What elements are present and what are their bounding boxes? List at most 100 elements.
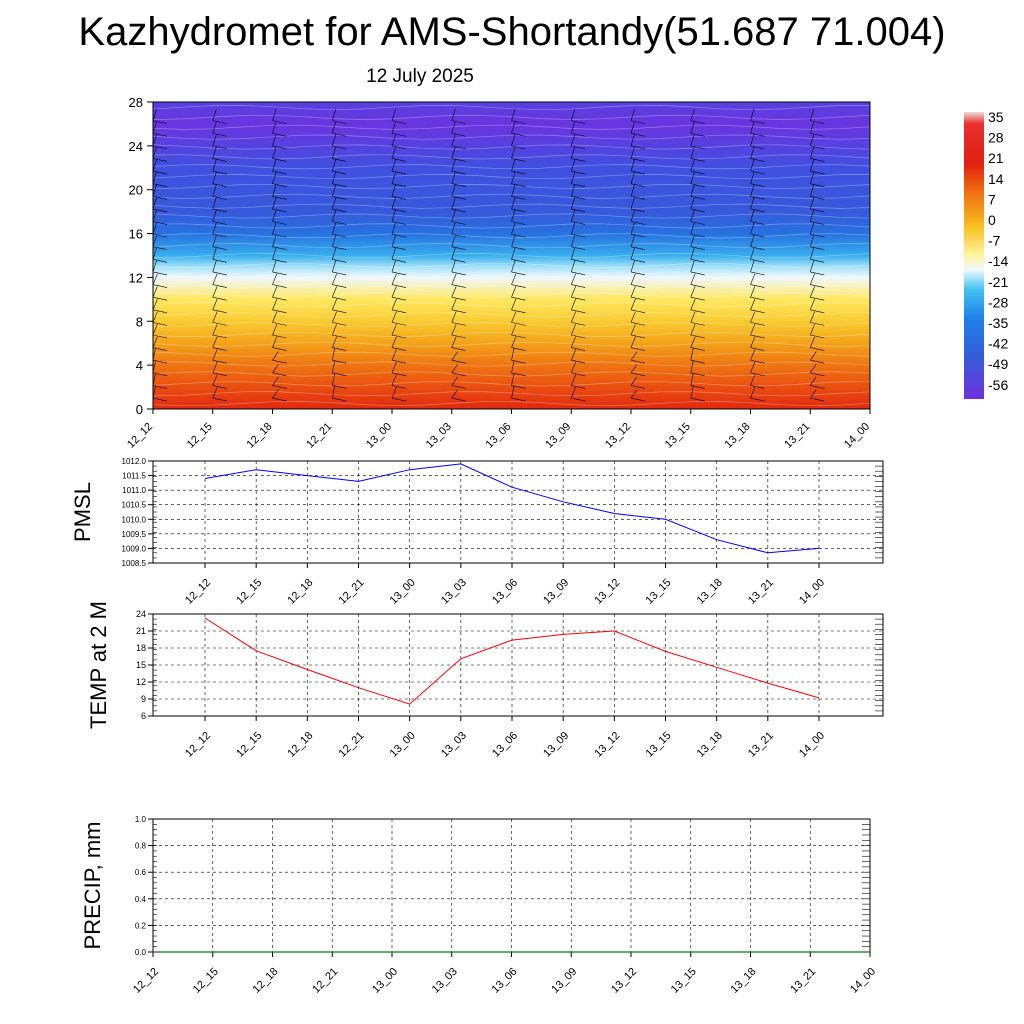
wind-barb bbox=[153, 184, 157, 197]
wind-barb-flag bbox=[869, 372, 870, 374]
wind-barb bbox=[331, 222, 337, 235]
wind-barb bbox=[511, 247, 516, 260]
x-tick-label: 13_06 bbox=[490, 577, 520, 607]
wind-barb-flag bbox=[153, 284, 168, 288]
colorbar: 35 28 21 14 7 0 -7 -14 -21 -28 -35 -42 -49 -56 bbox=[964, 109, 1008, 399]
wind-barb-flag bbox=[690, 233, 705, 238]
wind-barb bbox=[511, 286, 517, 298]
wind-barb-flag bbox=[391, 397, 407, 402]
y-tick-label: 1012.0 bbox=[122, 457, 147, 466]
wind-barb-flag bbox=[153, 259, 168, 263]
wind-barb bbox=[750, 121, 755, 134]
wind-barb-flag bbox=[332, 233, 347, 238]
wind-barb bbox=[272, 184, 277, 197]
wind-barb bbox=[750, 222, 755, 235]
wind-barb bbox=[690, 171, 695, 184]
wind-barb-flag bbox=[451, 296, 466, 301]
wind-barb bbox=[212, 247, 217, 260]
wind-barb bbox=[869, 207, 870, 209]
y-tick-label: 16 bbox=[129, 227, 143, 242]
wind-barb-flag bbox=[451, 246, 466, 251]
wind-barb-flag bbox=[810, 372, 825, 377]
wind-barb-flag bbox=[511, 372, 526, 377]
wind-barb-flag bbox=[511, 296, 526, 301]
y-tick-label: 4 bbox=[136, 358, 143, 373]
y-tick-label: 15 bbox=[136, 660, 146, 670]
wind-barb-flag bbox=[690, 170, 705, 175]
wind-barb bbox=[451, 298, 457, 310]
wind-barb-flag bbox=[571, 309, 586, 314]
wind-barb-flag bbox=[750, 120, 765, 124]
y-tick-label: 18 bbox=[136, 643, 146, 653]
y-tick-label: 1008.5 bbox=[122, 559, 147, 568]
wind-barb bbox=[153, 159, 157, 172]
wind-barb bbox=[153, 197, 157, 209]
wind-barb-flag bbox=[690, 208, 705, 213]
y-tick-label: 20 bbox=[129, 183, 143, 198]
wind-barb-flag bbox=[391, 359, 407, 364]
wind-barb bbox=[690, 286, 696, 298]
y-axis-label: PRECIP, mm bbox=[80, 822, 105, 950]
wind-barb-flag bbox=[630, 284, 646, 288]
wind-barb bbox=[153, 247, 157, 260]
wind-barb-flag bbox=[571, 132, 586, 137]
wind-barb-flag bbox=[810, 385, 825, 389]
wind-barb bbox=[212, 171, 217, 184]
wind-barb bbox=[391, 159, 396, 172]
wind-barb-flag bbox=[690, 195, 705, 200]
wind-barb-flag bbox=[750, 359, 765, 364]
wind-barb bbox=[451, 234, 456, 247]
wind-barb bbox=[570, 247, 576, 260]
wind-barb bbox=[331, 108, 337, 121]
wind-barb bbox=[272, 298, 278, 310]
wind-barb-flag bbox=[571, 372, 586, 377]
x-tick-label: 14_00 bbox=[848, 966, 878, 996]
colorbar-label: 35 bbox=[988, 109, 1004, 125]
wind-barb-flag bbox=[391, 233, 407, 238]
wind-barb bbox=[869, 270, 870, 272]
wind-barb bbox=[451, 134, 456, 146]
wind-barb bbox=[630, 376, 638, 386]
x-tick-label: 13_00 bbox=[370, 966, 400, 996]
x-tick-label: 13_18 bbox=[723, 421, 753, 451]
wind-barb bbox=[511, 372, 515, 386]
x-tick-label: 13_15 bbox=[669, 966, 699, 996]
x-tick-label: 12_21 bbox=[337, 730, 367, 760]
wind-barb bbox=[272, 222, 277, 235]
wind-barb-flag bbox=[571, 183, 586, 187]
wind-barb bbox=[212, 361, 218, 373]
wind-barb bbox=[391, 197, 396, 209]
wind-barb bbox=[511, 146, 516, 159]
wind-barb-flag bbox=[153, 208, 168, 213]
wind-barb bbox=[869, 132, 870, 134]
y-tick-label: 24 bbox=[136, 609, 146, 619]
wind-barb bbox=[331, 146, 337, 159]
wind-barb bbox=[391, 298, 397, 310]
y-tick-label: 1011.5 bbox=[122, 472, 146, 481]
wind-barb-flag bbox=[690, 120, 705, 124]
wind-barb bbox=[809, 324, 815, 336]
wind-barb-flag bbox=[272, 309, 287, 314]
wind-barb-flag bbox=[690, 284, 705, 288]
wind-barb bbox=[869, 157, 870, 159]
x-tick-label: 12_21 bbox=[337, 577, 367, 607]
wind-barb bbox=[810, 389, 817, 399]
wind-barb-flag bbox=[451, 170, 466, 175]
wind-barb bbox=[331, 324, 337, 336]
wind-barb bbox=[750, 387, 756, 399]
contour-line bbox=[153, 134, 870, 140]
x-tick-label: 13_09 bbox=[541, 577, 571, 607]
wind-barb-flag bbox=[511, 397, 526, 402]
wind-barb bbox=[511, 311, 517, 323]
wind-barb bbox=[331, 347, 336, 361]
wind-barb bbox=[630, 336, 636, 348]
wind-barb bbox=[511, 209, 516, 222]
wind-barb-flag bbox=[571, 359, 586, 364]
wind-barb-flag bbox=[810, 158, 825, 162]
wind-barb-flag bbox=[212, 221, 227, 225]
x-tick-label: 12_12 bbox=[183, 577, 213, 607]
wind-barb bbox=[570, 171, 576, 184]
wind-barb-flag bbox=[272, 170, 287, 175]
wind-barb-flag bbox=[332, 309, 347, 314]
x-tick-label: 13_12 bbox=[592, 577, 622, 607]
